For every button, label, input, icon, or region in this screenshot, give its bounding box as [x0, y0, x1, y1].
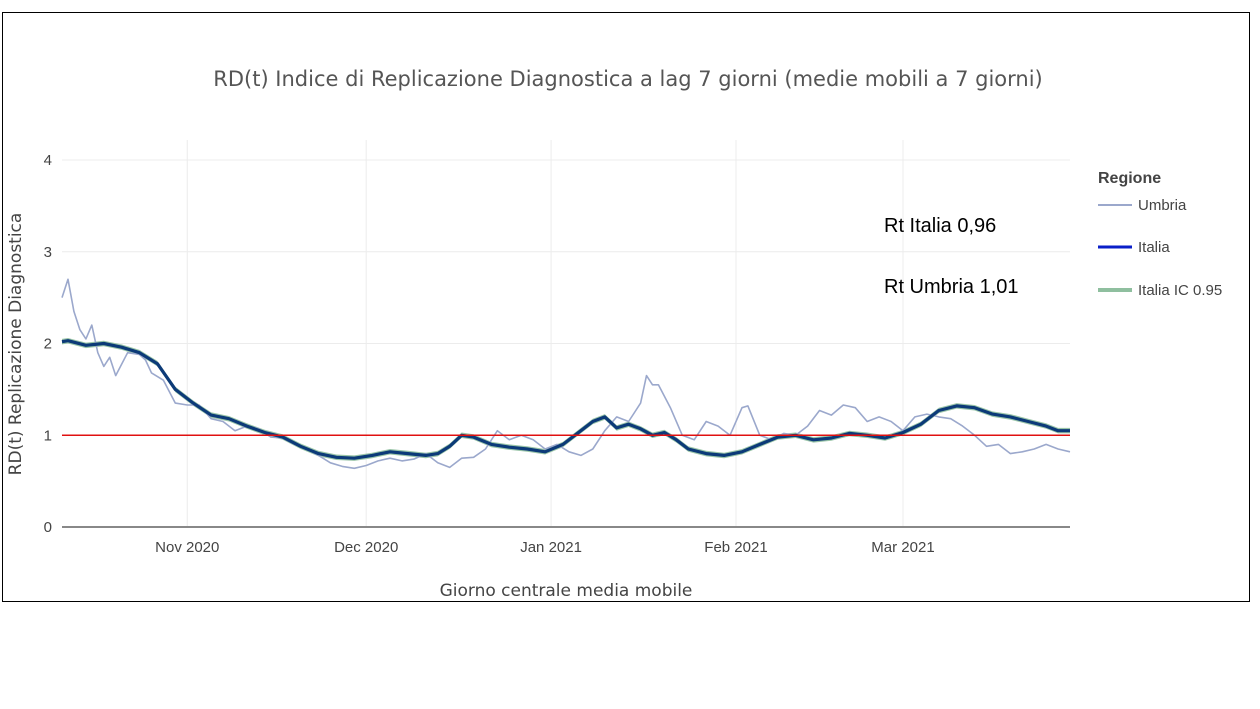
legend-title: Regione	[1098, 170, 1161, 187]
x-tick-label: Nov 2020	[155, 539, 219, 556]
y-axis-label: RD(t) Replicazione Diagnostica	[6, 213, 26, 476]
y-tick-label: 2	[44, 336, 52, 353]
axes: 0 1 2 3 4 Nov 2020 Dec 2020 Jan 2021 Feb 2021 Mar…	[44, 152, 1070, 556]
series-umbria-line	[61, 278, 1071, 470]
annotation-text: Rt Italia 0,96	[884, 215, 996, 237]
legend-label: Italia IC 0.95	[1138, 282, 1222, 299]
x-tick-label: Mar 2021	[871, 539, 934, 556]
x-axis-label: Giorno centrale media mobile	[440, 581, 693, 601]
y-tick-label: 3	[44, 244, 52, 261]
x-tick-label: Jan 2021	[520, 539, 582, 556]
annotations: Rt Italia 0,96 Rt Umbria 1,01	[884, 215, 1019, 298]
y-tick-label: 1	[44, 427, 52, 444]
series-italia-line	[61, 339, 1070, 460]
x-tick-label: Feb 2021	[704, 539, 767, 556]
legend: Regione Umbria Italia Italia IC 0.95	[1098, 170, 1222, 299]
chart-frame	[2, 12, 1250, 602]
x-tick-label: Dec 2020	[334, 539, 398, 556]
series-group	[61, 278, 1071, 470]
chart-title: RD(t) Indice di Replicazione Diagnostica…	[213, 67, 1042, 91]
y-tick-label: 0	[44, 519, 52, 536]
annotation-text: Rt Umbria 1,01	[884, 276, 1019, 298]
grid	[62, 140, 1070, 527]
legend-label: Umbria	[1138, 197, 1187, 214]
legend-label: Italia	[1138, 239, 1170, 256]
y-tick-label: 4	[44, 152, 52, 169]
